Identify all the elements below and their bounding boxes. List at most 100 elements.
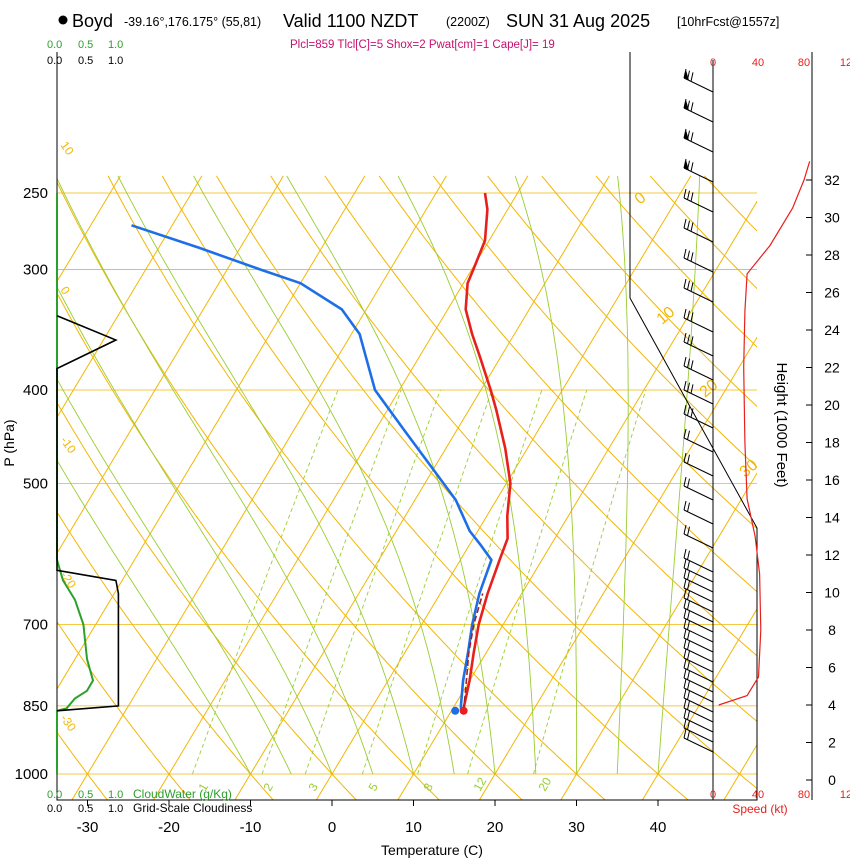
- cloudwater-scale-top-0: 0.0: [47, 39, 62, 51]
- mixing-ratio-line: [191, 389, 339, 775]
- pressure-tick-label: 850: [23, 698, 48, 715]
- mixing-ratio-label: 12: [470, 775, 489, 794]
- moist-adiabat: [397, 175, 537, 775]
- cloudiness-scale-bottom-2: 1.0: [108, 803, 123, 815]
- wind-barb: [683, 524, 714, 549]
- pressure-tick-label: 1000: [15, 766, 48, 783]
- isotherm-label: 0: [58, 284, 73, 298]
- axes: 0246810121416182022242628303225030040050…: [15, 52, 840, 836]
- isotherm: [802, 176, 850, 806]
- wind-barb: [683, 128, 714, 153]
- cloudiness-scale-top-0: 0.0: [47, 55, 62, 67]
- wind-barb: [683, 404, 714, 429]
- mixing-ratio-label: 8: [420, 780, 436, 793]
- cloudiness-scale-bottom-0: 0.0: [47, 803, 62, 815]
- isotherm: [641, 608, 757, 800]
- wind-barb: [683, 598, 714, 623]
- cloudwater-line: [56, 193, 95, 774]
- height-tick-label: 20: [824, 397, 840, 413]
- wind-barb: [683, 698, 714, 723]
- height-tick-label: 18: [824, 435, 840, 451]
- moist-adiabat: [57, 378, 292, 775]
- wind-barb: [683, 718, 714, 743]
- isotherm: [57, 175, 366, 690]
- pressure-tick-label: 500: [23, 476, 48, 493]
- height-axis-title: Height (1000 Feet): [773, 362, 790, 487]
- temp-tick-label: 0: [328, 819, 336, 836]
- height-tick-label: 14: [824, 510, 840, 526]
- moist-adiabat: [57, 286, 333, 775]
- pressure-tick-label: 400: [23, 382, 48, 399]
- temp-tick-label: 40: [650, 819, 667, 836]
- speed-scale-bottom-3: 12: [840, 789, 850, 801]
- height-tick-label: 10: [824, 585, 840, 601]
- wind-barb: [683, 558, 714, 583]
- mixing-ratio-line: [533, 389, 647, 775]
- wind-barb: [683, 218, 714, 243]
- wind-barb: [683, 428, 714, 453]
- isotherm: [397, 200, 757, 800]
- wind-barb: [683, 500, 714, 525]
- surface-temp-point: [459, 706, 468, 715]
- speed-scales: 0 40 80 12 0 40 80 12 Speed (kt): [710, 57, 850, 816]
- isotherm: [560, 472, 757, 800]
- dry-adiabat-label: 30: [737, 457, 762, 482]
- location-dot-icon: [58, 15, 68, 25]
- y-axis-title: P (hPa): [1, 419, 17, 466]
- dry-adiabat: [57, 181, 523, 800]
- isotherm: [315, 175, 692, 800]
- height-tick-label: 8: [828, 622, 836, 638]
- isotherm-label: -10: [58, 434, 80, 457]
- dewpoint-line: [131, 224, 493, 711]
- wind-barb: [683, 568, 714, 593]
- dry-adiabat: [57, 401, 357, 800]
- location-name: Boyd: [72, 11, 113, 31]
- dry-adiabat: [324, 175, 757, 657]
- wind-barb: [683, 248, 714, 273]
- height-tick-label: 32: [824, 172, 840, 188]
- height-tick-label: 28: [824, 247, 840, 263]
- isotherm-label: 10: [58, 139, 77, 158]
- dry-adiabat-label: 0: [632, 189, 650, 208]
- speed-scale-bottom-1: 40: [752, 789, 764, 801]
- speed-scale-top-2: 80: [798, 57, 810, 69]
- dry-adiabat: [378, 175, 757, 593]
- wind-barb: [683, 452, 714, 477]
- mixing-ratio-label: 3: [305, 780, 321, 793]
- mixing-ratio-line: [417, 389, 543, 775]
- isotherm: [57, 175, 284, 555]
- wind-barb: [683, 668, 714, 693]
- temperature-line: [462, 192, 512, 711]
- wind-barb: [683, 308, 714, 333]
- wind-barb: [683, 728, 714, 753]
- dry-adiabat: [487, 175, 757, 468]
- cloudiness-scale-top-1: 0.5: [78, 55, 93, 67]
- x-axis-title: Temperature (C): [381, 842, 483, 858]
- moist-adiabat: [286, 175, 496, 775]
- temp-tick-label: 20: [487, 819, 504, 836]
- wind-barb: [683, 628, 714, 653]
- wind-barb: [683, 158, 714, 183]
- plot-frame: [56, 52, 758, 801]
- speed-scale-top-3: 12: [840, 57, 850, 69]
- dry-adiabat: [57, 731, 108, 800]
- dry-adiabat: [161, 175, 689, 800]
- speed-panel: [718, 161, 811, 706]
- wind-barb: [683, 678, 714, 703]
- dry-adiabat: [432, 175, 757, 530]
- mixing-ratio-label: 20: [535, 775, 554, 794]
- wind-barb: [683, 548, 714, 573]
- cloudwater-scale-bottom-2: 1.0: [108, 789, 123, 801]
- parcel-path: [462, 593, 484, 711]
- wind-barb: [683, 188, 714, 213]
- height-tick-label: 2: [828, 735, 836, 751]
- height-tick-label: 16: [824, 472, 840, 488]
- valid-date: SUN 31 Aug 2025: [506, 11, 650, 31]
- cloudwater-label: CloudWater (g/Kg): [133, 787, 232, 801]
- moist-adiabat: [57, 459, 251, 775]
- wind-barb: [683, 380, 714, 405]
- height-tick-label: 12: [824, 547, 840, 563]
- temp-tick-label: -20: [158, 819, 180, 836]
- speed-line: [718, 161, 811, 706]
